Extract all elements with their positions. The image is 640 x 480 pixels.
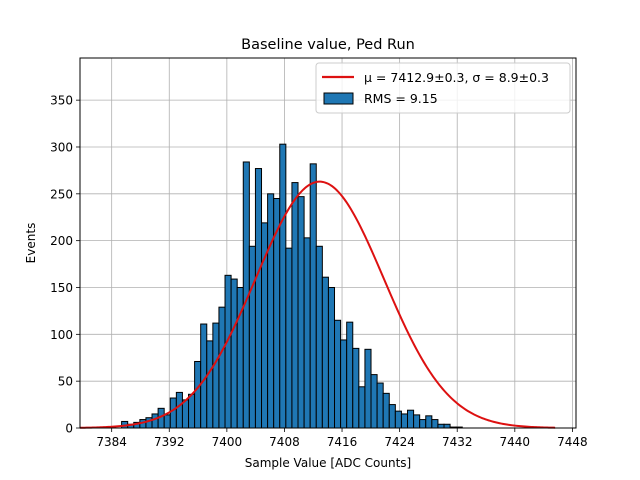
y-tick-label: 200 <box>50 234 73 248</box>
histogram-bar <box>212 322 220 429</box>
chart-title: Baseline value, Ped Run <box>241 37 415 53</box>
x-tick-label: 7408 <box>269 435 300 449</box>
histogram-bar <box>388 404 396 429</box>
histogram-bar <box>419 419 427 429</box>
histogram-bar <box>297 196 305 429</box>
histogram-bar <box>218 306 226 429</box>
histogram-bar <box>425 415 433 429</box>
histogram-bar <box>400 413 409 429</box>
y-tick-label: 300 <box>50 140 73 154</box>
y-axis-label: Events <box>24 223 38 264</box>
histogram-bar <box>437 423 445 429</box>
histogram-bar <box>206 340 214 429</box>
histogram-bar <box>413 414 421 429</box>
histogram-bar <box>364 348 372 429</box>
plot-frame <box>79 57 577 429</box>
histogram-bar <box>431 419 439 429</box>
x-axis-label: Sample Value [ADC Counts] <box>245 456 411 470</box>
x-tick-label: 7392 <box>154 435 185 449</box>
legend-box <box>315 62 571 114</box>
histogram-bar <box>181 399 190 429</box>
histogram-bar <box>315 245 323 429</box>
histogram-bar <box>291 182 299 429</box>
x-axis-ticks: 7384 7392 7400 7408 7416 7424 7432 7440 7448 <box>96 428 588 449</box>
histogram-bar <box>407 409 415 429</box>
y-tick-label: 350 <box>50 94 73 108</box>
histogram-bar <box>303 237 311 429</box>
x-tick-label: 7416 <box>327 435 358 449</box>
histogram-bar <box>254 168 263 429</box>
x-tick-label: 7384 <box>96 435 127 449</box>
histogram-bar <box>370 374 378 429</box>
histogram-bar <box>194 360 202 429</box>
histogram-bar <box>376 382 384 429</box>
histogram-bar <box>188 393 196 429</box>
histogram-bar <box>169 397 177 429</box>
histogram-bar <box>340 339 348 429</box>
x-tick-label: 7448 <box>557 435 588 449</box>
x-tick-label: 7424 <box>384 435 415 449</box>
histogram-bar <box>175 391 183 429</box>
histogram-bar <box>327 286 336 429</box>
histogram-bars <box>102 143 463 429</box>
histogram-bar <box>309 163 317 429</box>
histogram-bar <box>334 319 342 429</box>
histogram-bar <box>230 278 238 429</box>
legend-hist-label: RMS = 9.15 <box>364 91 438 106</box>
histogram-bar <box>279 143 287 429</box>
histogram-bar <box>248 245 256 429</box>
histogram-bar <box>151 413 159 429</box>
x-tick-label: 7432 <box>442 435 473 449</box>
y-tick-label: 150 <box>50 281 73 295</box>
histogram-bar <box>267 193 275 429</box>
legend: μ = 7412.9±0.3, σ = 8.9±0.3 RMS = 9.15 <box>315 62 571 114</box>
histogram-bar <box>352 347 360 429</box>
y-tick-label: 250 <box>50 187 73 201</box>
x-tick-label: 7440 <box>500 435 531 449</box>
gaussian-fit-curve <box>79 180 556 429</box>
histogram-bar <box>346 321 354 429</box>
legend-hist-swatch <box>323 92 354 105</box>
histogram-bar <box>394 410 402 429</box>
histogram-bar <box>443 423 451 429</box>
y-tick-label: 0 <box>65 422 73 436</box>
histogram-bar <box>163 414 171 429</box>
histogram-bar <box>382 392 390 429</box>
x-tick-label: 7400 <box>212 435 243 449</box>
histogram-bar <box>224 274 232 429</box>
histogram-bar <box>285 247 293 429</box>
y-tick-label: 50 <box>58 375 73 389</box>
histogram-bar <box>321 276 329 429</box>
legend-fit-label: μ = 7412.9±0.3, σ = 8.9±0.3 <box>364 70 549 85</box>
y-axis-ticks: 0 50 100 150 200 250 300 350 <box>50 94 80 436</box>
y-tick-label: 100 <box>50 328 73 342</box>
histogram-bar <box>358 386 366 429</box>
